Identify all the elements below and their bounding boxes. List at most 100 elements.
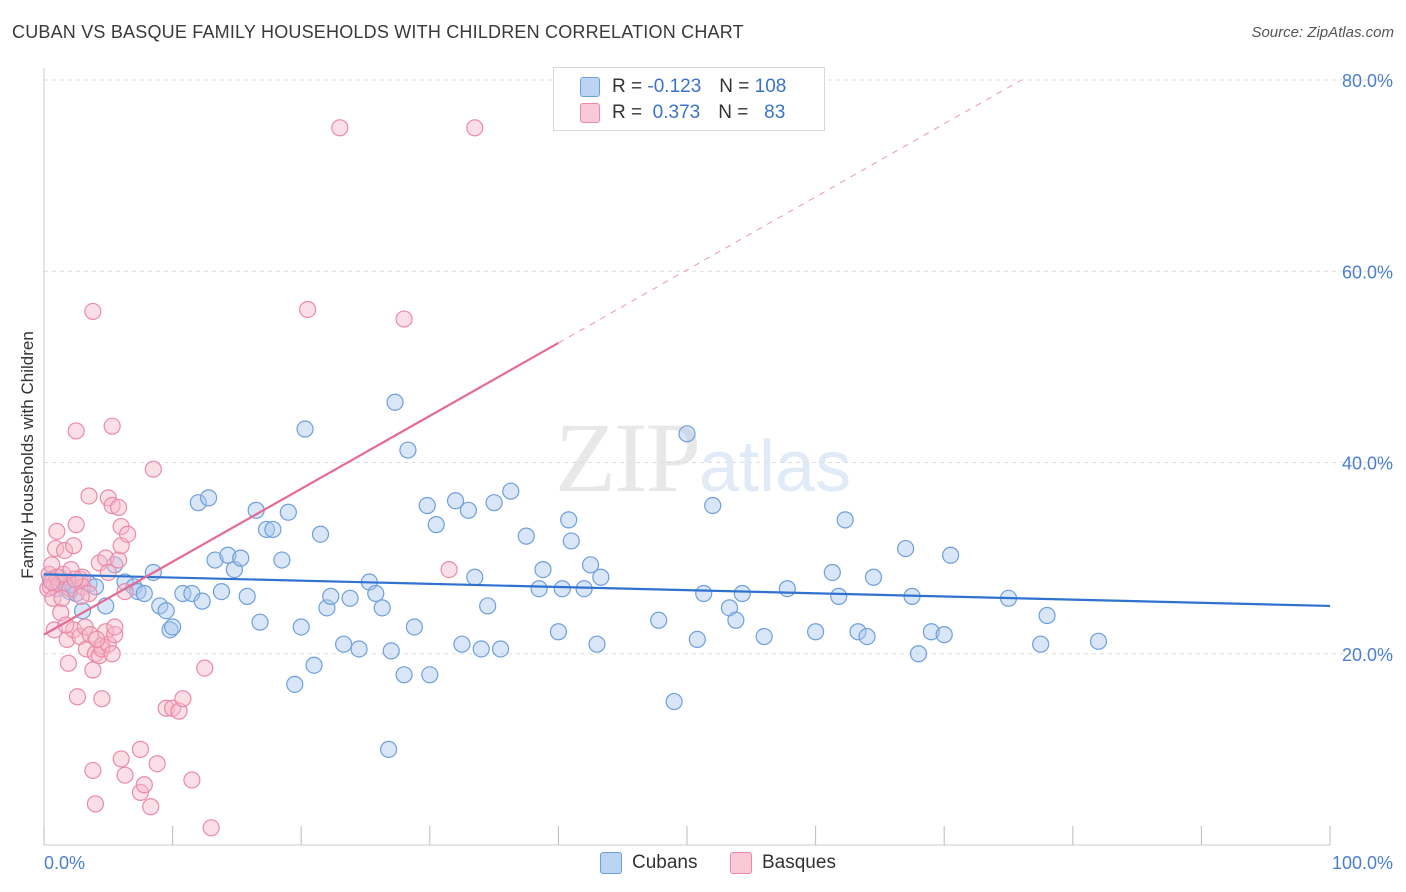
series-basques [39,119,484,837]
cuban-point [830,587,848,605]
cuban-point [849,623,867,641]
cuban-point [733,584,751,603]
basque-point [148,755,166,773]
basque-point [116,766,134,784]
cuban-point [755,627,773,646]
cuban-point [665,692,683,711]
cuban-point [858,627,876,646]
basque-point [88,630,106,649]
cuban-point [823,563,841,582]
basque-point [331,119,349,137]
cuban-point [562,532,580,550]
cuban-point [135,584,153,603]
chart-title: CUBAN VS BASQUE FAMILY HOUSEHOLDS WITH C… [12,22,744,42]
basques-n-label: N = [718,102,749,123]
cuban-point [386,393,404,411]
legend-basques-swatch [730,852,752,874]
cuban-point [897,539,915,558]
legend-row-cubans: R = -0.123 N = 108 [580,75,786,99]
cuban-point [466,568,484,586]
cuban-point [238,587,256,605]
cuban-point [864,568,883,586]
basque-point [103,496,121,515]
trendlines [43,79,1331,636]
cuban-point [251,613,269,631]
cuban-point [1089,632,1108,650]
basque-point [59,654,78,672]
basque-point [131,740,150,758]
cuban-point [534,560,552,579]
basque-point [109,551,128,569]
basque-point [67,516,85,534]
y-tick-label: 60.0% [1342,262,1393,282]
cuban-point [257,520,276,539]
watermark-zip: ZIP [555,402,701,513]
basques-trendline [43,342,559,636]
legend-basques-label: Basques [762,852,836,873]
cuban-point [678,425,696,443]
cuban-point [727,611,745,629]
basque-point [84,761,102,780]
cuban-point [292,618,310,636]
watermark-atlas: atlas [699,427,852,507]
basque-point [64,537,83,555]
cuban-point [581,556,600,574]
cuban-point [418,496,436,515]
basque-point [66,570,84,588]
cuban-point [479,597,497,615]
x-tick-label: 0.0% [44,853,85,873]
basque-point [395,310,413,328]
basque-point [84,302,102,321]
cuban-point [264,520,282,539]
basque-point [135,776,153,794]
basque-point [144,460,162,478]
basque-point [55,541,74,560]
cubans-r-label: R = [612,76,643,97]
cuban-point [189,494,207,512]
tick-labels: 20.0% 40.0% 60.0% 80.0% 0.0% 100.0% [44,71,1393,873]
basque-point [106,618,124,636]
basques-n-value: 83 [764,102,786,123]
legend-item-cubans[interactable]: Cubans [600,852,698,874]
cuban-point [399,441,417,459]
cuban-point [311,525,330,543]
cuban-point [395,666,413,684]
legend-item-basques[interactable]: Basques [730,852,836,874]
basques-r-value: 0.373 [652,102,701,123]
cuban-point [341,589,359,607]
cuban-point [592,568,610,586]
cuban-point [922,623,940,641]
cuban-point [935,626,953,644]
basque-point [299,300,317,319]
cuban-point [485,494,503,512]
y-tick-label: 40.0% [1342,454,1393,474]
cuban-point [129,582,147,601]
cuban-point [806,623,825,641]
cuban-point [367,584,385,603]
basque-point [118,525,137,543]
cuban-point [273,551,291,569]
stats-legend: R = -0.123 N = 108 R = 0.373 N = 83 [553,67,825,131]
cuban-point [704,496,722,515]
basque-point [58,630,76,649]
cuban-point [502,482,520,500]
cuban-point [588,635,606,653]
cubans-n-label: N = [719,76,750,97]
cuban-point [472,640,490,658]
basque-point [183,771,201,789]
cuban-point [1038,606,1056,625]
cuban-point [219,546,237,564]
basque-point [466,119,484,137]
cuban-point [157,602,175,620]
cuban-point [322,587,340,605]
cuban-point [446,492,465,510]
basque-point [43,573,61,591]
cuban-point [296,420,314,438]
cuban-point [382,642,400,660]
basque-point [80,487,98,505]
y-tick-label: 20.0% [1342,645,1393,665]
basque-point [112,750,130,768]
source-label: Source: ZipAtlas.com [1251,24,1394,41]
basques-r-label: R = [612,102,643,123]
